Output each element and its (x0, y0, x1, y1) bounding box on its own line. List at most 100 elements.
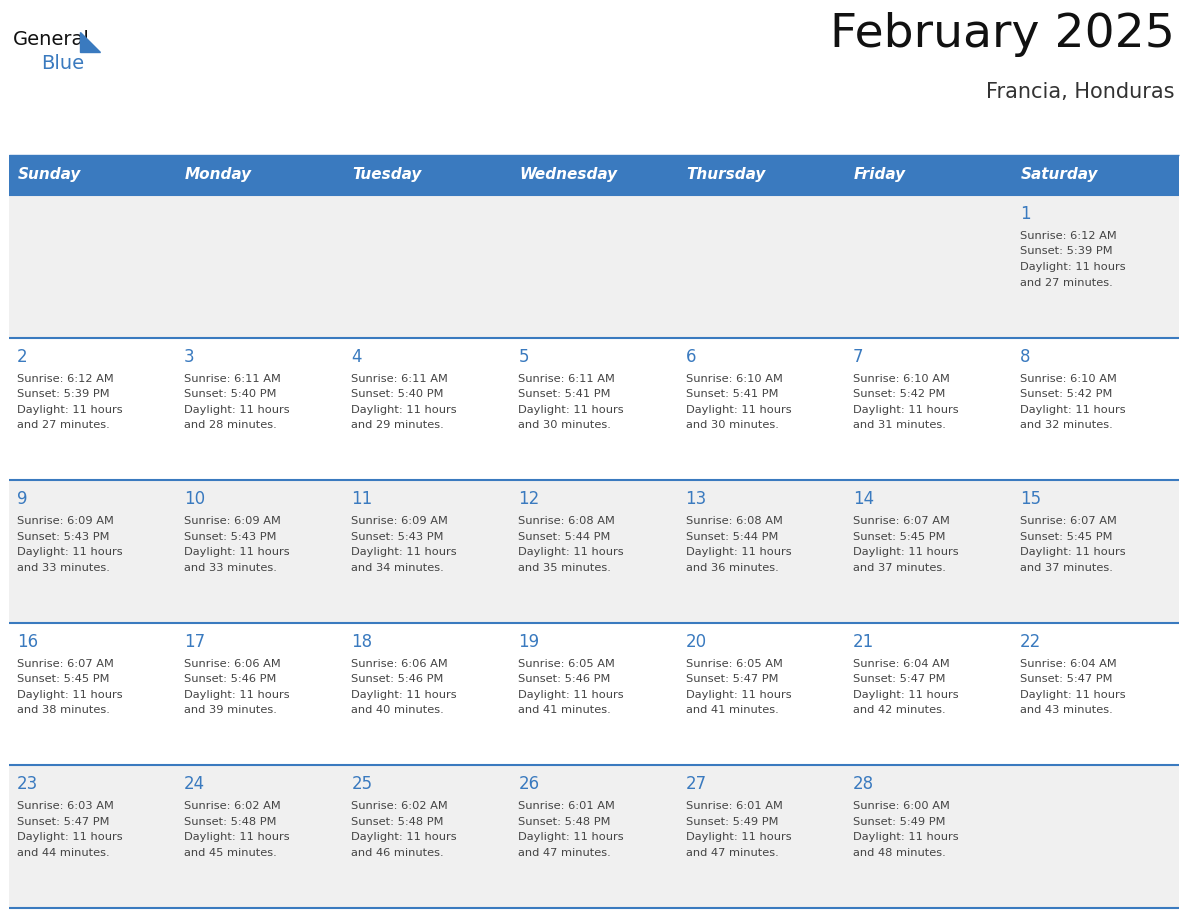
Text: Daylight: 11 hours: Daylight: 11 hours (685, 547, 791, 557)
Bar (10, 338, 1178, 480)
Text: Sunrise: 6:12 AM: Sunrise: 6:12 AM (17, 374, 114, 384)
Text: Sunset: 5:42 PM: Sunset: 5:42 PM (853, 389, 946, 399)
Polygon shape (80, 32, 100, 52)
Text: Sunrise: 6:00 AM: Sunrise: 6:00 AM (853, 801, 949, 812)
Text: Sunrise: 6:12 AM: Sunrise: 6:12 AM (1019, 231, 1117, 241)
Text: and 39 minutes.: and 39 minutes. (184, 705, 277, 715)
Text: and 47 minutes.: and 47 minutes. (518, 848, 611, 858)
Text: Sunrise: 6:11 AM: Sunrise: 6:11 AM (352, 374, 448, 384)
Text: Sunrise: 6:09 AM: Sunrise: 6:09 AM (184, 516, 282, 526)
Text: Sunrise: 6:09 AM: Sunrise: 6:09 AM (17, 516, 114, 526)
Text: Sunset: 5:42 PM: Sunset: 5:42 PM (1019, 389, 1112, 399)
Bar (10, 155, 176, 195)
Text: Sunset: 5:40 PM: Sunset: 5:40 PM (184, 389, 277, 399)
Text: Sunset: 5:47 PM: Sunset: 5:47 PM (685, 675, 778, 684)
Text: Daylight: 11 hours: Daylight: 11 hours (853, 547, 959, 557)
Text: Sunset: 5:46 PM: Sunset: 5:46 PM (184, 675, 277, 684)
Text: Sunrise: 6:08 AM: Sunrise: 6:08 AM (518, 516, 615, 526)
Text: Daylight: 11 hours: Daylight: 11 hours (352, 405, 457, 415)
Text: Daylight: 11 hours: Daylight: 11 hours (518, 547, 624, 557)
Text: Sunrise: 6:07 AM: Sunrise: 6:07 AM (17, 659, 114, 669)
Text: and 29 minutes.: and 29 minutes. (352, 420, 444, 431)
Text: Daylight: 11 hours: Daylight: 11 hours (17, 547, 122, 557)
Text: 23: 23 (17, 776, 38, 793)
Bar (176, 155, 343, 195)
Bar (10, 622, 1178, 766)
Text: Tuesday: Tuesday (353, 167, 422, 183)
Text: and 33 minutes.: and 33 minutes. (17, 563, 109, 573)
Text: 13: 13 (685, 490, 707, 509)
Text: 18: 18 (352, 633, 372, 651)
Text: Sunset: 5:46 PM: Sunset: 5:46 PM (518, 675, 611, 684)
Text: Sunset: 5:39 PM: Sunset: 5:39 PM (1019, 247, 1112, 256)
Text: Sunrise: 6:11 AM: Sunrise: 6:11 AM (518, 374, 615, 384)
Text: 8: 8 (1019, 348, 1030, 365)
Text: February 2025: February 2025 (830, 12, 1175, 57)
Text: Sunset: 5:48 PM: Sunset: 5:48 PM (184, 817, 277, 827)
Text: Daylight: 11 hours: Daylight: 11 hours (685, 405, 791, 415)
Text: Daylight: 11 hours: Daylight: 11 hours (17, 833, 122, 843)
Text: Daylight: 11 hours: Daylight: 11 hours (352, 689, 457, 700)
Text: and 44 minutes.: and 44 minutes. (17, 848, 109, 858)
Text: Sunrise: 6:02 AM: Sunrise: 6:02 AM (352, 801, 448, 812)
Text: Sunrise: 6:10 AM: Sunrise: 6:10 AM (1019, 374, 1117, 384)
Text: and 46 minutes.: and 46 minutes. (352, 848, 444, 858)
Text: 1: 1 (1019, 205, 1030, 223)
Text: 10: 10 (184, 490, 206, 509)
Text: Sunrise: 6:07 AM: Sunrise: 6:07 AM (853, 516, 949, 526)
Text: 2: 2 (17, 348, 27, 365)
Text: and 42 minutes.: and 42 minutes. (853, 705, 946, 715)
Text: 19: 19 (518, 633, 539, 651)
Text: Sunrise: 6:07 AM: Sunrise: 6:07 AM (1019, 516, 1117, 526)
Text: 4: 4 (352, 348, 362, 365)
Bar (343, 155, 511, 195)
Text: Saturday: Saturday (1020, 167, 1099, 183)
Bar (677, 155, 845, 195)
Text: Sunset: 5:41 PM: Sunset: 5:41 PM (518, 389, 611, 399)
Text: and 41 minutes.: and 41 minutes. (685, 705, 778, 715)
Text: Daylight: 11 hours: Daylight: 11 hours (853, 833, 959, 843)
Text: Sunday: Sunday (18, 167, 81, 183)
Text: and 40 minutes.: and 40 minutes. (352, 705, 444, 715)
Text: General: General (13, 30, 90, 49)
Text: Sunset: 5:46 PM: Sunset: 5:46 PM (352, 675, 443, 684)
Text: Sunset: 5:47 PM: Sunset: 5:47 PM (853, 675, 946, 684)
Text: Sunset: 5:49 PM: Sunset: 5:49 PM (685, 817, 778, 827)
Text: 6: 6 (685, 348, 696, 365)
Text: Sunset: 5:49 PM: Sunset: 5:49 PM (853, 817, 946, 827)
Text: and 43 minutes.: and 43 minutes. (1019, 705, 1113, 715)
Text: and 37 minutes.: and 37 minutes. (853, 563, 946, 573)
Text: Sunset: 5:47 PM: Sunset: 5:47 PM (1019, 675, 1112, 684)
Text: and 28 minutes.: and 28 minutes. (184, 420, 277, 431)
Text: Sunset: 5:47 PM: Sunset: 5:47 PM (17, 817, 109, 827)
Text: 21: 21 (853, 633, 874, 651)
Text: and 37 minutes.: and 37 minutes. (1019, 563, 1113, 573)
Bar (10, 766, 1178, 908)
Text: Daylight: 11 hours: Daylight: 11 hours (853, 405, 959, 415)
Text: and 36 minutes.: and 36 minutes. (685, 563, 778, 573)
Text: Daylight: 11 hours: Daylight: 11 hours (184, 689, 290, 700)
Text: Monday: Monday (185, 167, 252, 183)
Bar (511, 155, 677, 195)
Text: Sunset: 5:43 PM: Sunset: 5:43 PM (352, 532, 444, 542)
Text: Sunset: 5:41 PM: Sunset: 5:41 PM (685, 389, 778, 399)
Text: Daylight: 11 hours: Daylight: 11 hours (184, 833, 290, 843)
Text: Daylight: 11 hours: Daylight: 11 hours (17, 405, 122, 415)
Text: 24: 24 (184, 776, 206, 793)
Text: Daylight: 11 hours: Daylight: 11 hours (352, 833, 457, 843)
Text: Sunset: 5:43 PM: Sunset: 5:43 PM (17, 532, 109, 542)
Text: 15: 15 (1019, 490, 1041, 509)
Text: Daylight: 11 hours: Daylight: 11 hours (1019, 547, 1125, 557)
Bar (10, 195, 1178, 338)
Text: and 30 minutes.: and 30 minutes. (685, 420, 778, 431)
Text: and 33 minutes.: and 33 minutes. (184, 563, 277, 573)
Text: 11: 11 (352, 490, 373, 509)
Text: 25: 25 (352, 776, 372, 793)
Text: and 35 minutes.: and 35 minutes. (518, 563, 612, 573)
Text: Daylight: 11 hours: Daylight: 11 hours (17, 689, 122, 700)
Text: Sunrise: 6:01 AM: Sunrise: 6:01 AM (685, 801, 783, 812)
Bar (10, 480, 1178, 622)
Text: Daylight: 11 hours: Daylight: 11 hours (1019, 405, 1125, 415)
Text: Daylight: 11 hours: Daylight: 11 hours (518, 405, 624, 415)
Text: and 41 minutes.: and 41 minutes. (518, 705, 611, 715)
